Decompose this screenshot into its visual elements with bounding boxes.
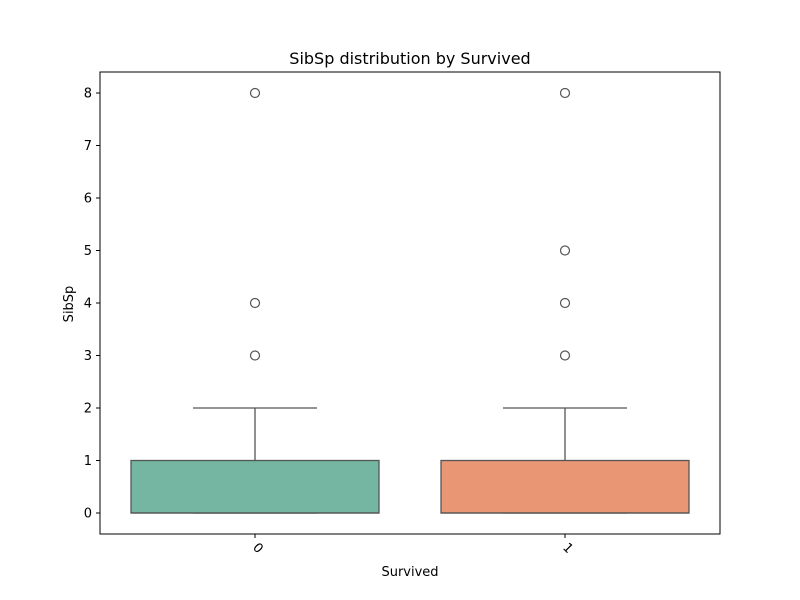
y-axis-title: SibSp	[62, 286, 77, 323]
y-tick-label: 0	[84, 507, 92, 522]
outlier-point	[249, 297, 261, 309]
outlier-point	[249, 350, 261, 361]
outlier-point	[249, 87, 261, 99]
chart-title: SibSp distribution by Survived	[289, 49, 530, 68]
outlier-point	[559, 87, 571, 99]
y-tick-label: 2	[84, 402, 92, 417]
y-tick-label: 6	[84, 192, 92, 207]
x-axis-title: Survived	[381, 565, 438, 580]
x-tick-label: 0	[249, 540, 265, 556]
outlier-point	[559, 350, 571, 361]
y-tick-label: 8	[84, 87, 92, 102]
outlier-point	[559, 245, 571, 256]
y-tick-label: 4	[84, 297, 92, 312]
box-0	[130, 459, 380, 514]
y-tick-label: 3	[84, 349, 92, 364]
y-tick-label: 7	[84, 139, 92, 154]
plot-area: 0 1 2 3 4 5 6 7 8 0 1	[84, 71, 721, 557]
y-tick-label: 5	[84, 244, 92, 259]
x-tick-label: 1	[559, 540, 575, 556]
y-tick-label: 1	[84, 454, 92, 469]
outlier-point	[559, 297, 571, 309]
box-1	[440, 459, 690, 514]
